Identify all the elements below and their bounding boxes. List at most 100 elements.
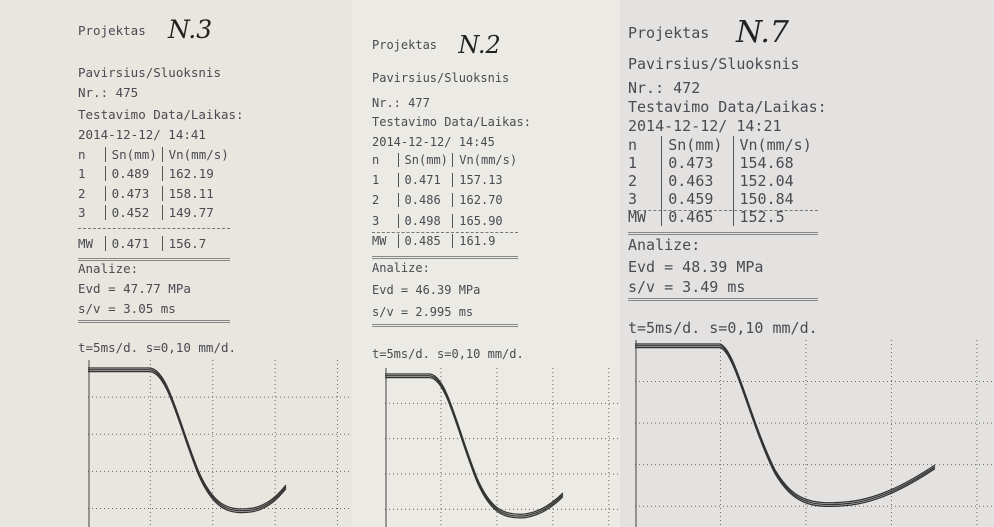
date-label: Testavimo Data/Laikas: (78, 106, 244, 122)
graph-scale: t=5ms/d. s=0,10 mm/d. (372, 346, 524, 361)
table-header: n Sn(mm) Vn(mm/s) (372, 152, 517, 169)
analysis-label: Analize: (78, 260, 139, 276)
graph-scale: t=5ms/d. s=0,10 mm/d. (628, 319, 818, 337)
separator (628, 210, 818, 211)
deflection-curve (635, 346, 936, 507)
table-row: 1 0.471 157.13 (372, 172, 511, 189)
deflection-curve (635, 345, 936, 506)
project-label: Projektas (628, 24, 710, 42)
table-cell: 162.19 (161, 165, 214, 181)
table-cell: n (78, 146, 86, 162)
table-cell: 165.90 (452, 213, 503, 228)
separator (372, 324, 518, 327)
table-cell: MW (628, 208, 647, 226)
project-note: N.2 (458, 30, 501, 59)
project-label: Projektas (78, 22, 146, 38)
table-cell: 156.7 (161, 235, 206, 251)
table-cell: 0.463 (661, 172, 713, 190)
separator (78, 228, 230, 229)
table-cell: n (628, 136, 638, 154)
deflection-curve (88, 369, 287, 512)
table-cell: 0.473 (661, 154, 713, 172)
sv-value: s/v = 3.05 ms (78, 300, 176, 316)
analysis-label: Analize: (628, 236, 701, 254)
table-cell: 0.465 (661, 208, 713, 226)
receipt-number: Nr.: 472 (628, 79, 701, 97)
table-cell: 3 (628, 190, 638, 208)
table-cell: 154.68 (732, 154, 794, 172)
deflection-curve (88, 370, 287, 514)
separator (78, 258, 230, 261)
table-row: 1 0.473 154.68 (628, 154, 809, 174)
table-cell: MW (78, 235, 94, 251)
table-cell: Vn(mm/s) (452, 152, 517, 167)
receipt-paper (0, 0, 352, 527)
table-cell: Sn(mm) (661, 136, 722, 154)
table-cell: Vn(mm/s) (732, 136, 812, 154)
table-header: n Sn(mm) Vn(mm/s) (628, 136, 812, 156)
evd-value: Evd = 47.77 MPa (78, 280, 191, 296)
table-cell: 0.473 (104, 185, 149, 201)
table-cell: 0.471 (104, 235, 149, 251)
table-row: 2 0.486 162.70 (372, 192, 511, 209)
table-mean: MW 0.465 152.5 (628, 208, 809, 228)
table-cell: 1 (78, 165, 86, 181)
layer-label: Pavirsius/Sluoksnis (78, 64, 221, 80)
table-cell: Sn(mm) (104, 146, 157, 162)
layer-label: Pavirsius/Sluoksnis (628, 55, 800, 73)
table-cell: 152.04 (732, 172, 794, 190)
table-cell: 0.498 (397, 213, 441, 228)
separator (628, 298, 818, 301)
table-cell: n (372, 152, 380, 167)
table-mean: MW 0.485 161.9 (372, 233, 511, 250)
table-row: 3 0.459 150.84 (628, 190, 809, 210)
table-cell: 149.77 (161, 204, 214, 220)
table-row: 2 0.473 158.11 (78, 185, 222, 202)
project-label: Projektas (372, 37, 438, 52)
table-cell: 1 (372, 172, 380, 187)
datetime: 2014-12-12/ 14:21 (628, 117, 782, 135)
table-cell: 3 (78, 204, 86, 220)
project-note: N.7 (736, 15, 789, 50)
datetime: 2014-12-12/ 14:45 (372, 134, 495, 149)
table-cell: 2 (372, 192, 380, 207)
separator (628, 232, 818, 235)
date-label: Testavimo Data/Laikas: (628, 98, 827, 116)
evd-value: Evd = 48.39 MPa (628, 258, 764, 276)
graph-scale: t=5ms/d. s=0,10 mm/d. (78, 339, 237, 355)
table-cell: 0.471 (397, 172, 441, 187)
table-row: 1 0.489 162.19 (78, 165, 222, 182)
separator (78, 320, 230, 323)
date-label: Testavimo Data/Laikas: (372, 114, 531, 129)
table-cell: Sn(mm) (397, 152, 448, 167)
table-cell: 152.5 (732, 208, 785, 226)
separator (372, 232, 518, 233)
receipt-paper (352, 0, 620, 527)
table-cell: 1 (628, 154, 638, 172)
table-cell: 0.459 (661, 190, 713, 208)
receipt-number: Nr.: 475 (78, 84, 139, 100)
table-cell: 3 (372, 213, 380, 228)
table-header: n Sn(mm) Vn(mm/s) (78, 146, 229, 163)
deflection-curve (385, 373, 564, 515)
deflection-curve (385, 376, 564, 519)
project-note: N.3 (168, 15, 213, 44)
table-cell: 0.486 (397, 192, 441, 207)
deflection-curve (635, 343, 936, 504)
datetime: 2014-12-12/ 14:41 (78, 126, 206, 142)
table-cell: 150.84 (732, 190, 794, 208)
table-row: 3 0.498 165.90 (372, 213, 511, 230)
analysis-label: Analize: (372, 260, 430, 275)
table-row: 2 0.463 152.04 (628, 172, 809, 192)
separator (372, 256, 518, 259)
deflection-graph (385, 368, 620, 527)
table-cell: MW (372, 233, 387, 248)
table-cell: 0.489 (104, 165, 149, 181)
deflection-graph (88, 360, 350, 527)
receipt-paper (620, 0, 994, 527)
table-cell: 158.11 (161, 185, 214, 201)
table-cell: Vn(mm/s) (161, 146, 229, 162)
table-cell: 2 (628, 172, 638, 190)
evd-value: Evd = 46.39 MPa (372, 282, 481, 297)
